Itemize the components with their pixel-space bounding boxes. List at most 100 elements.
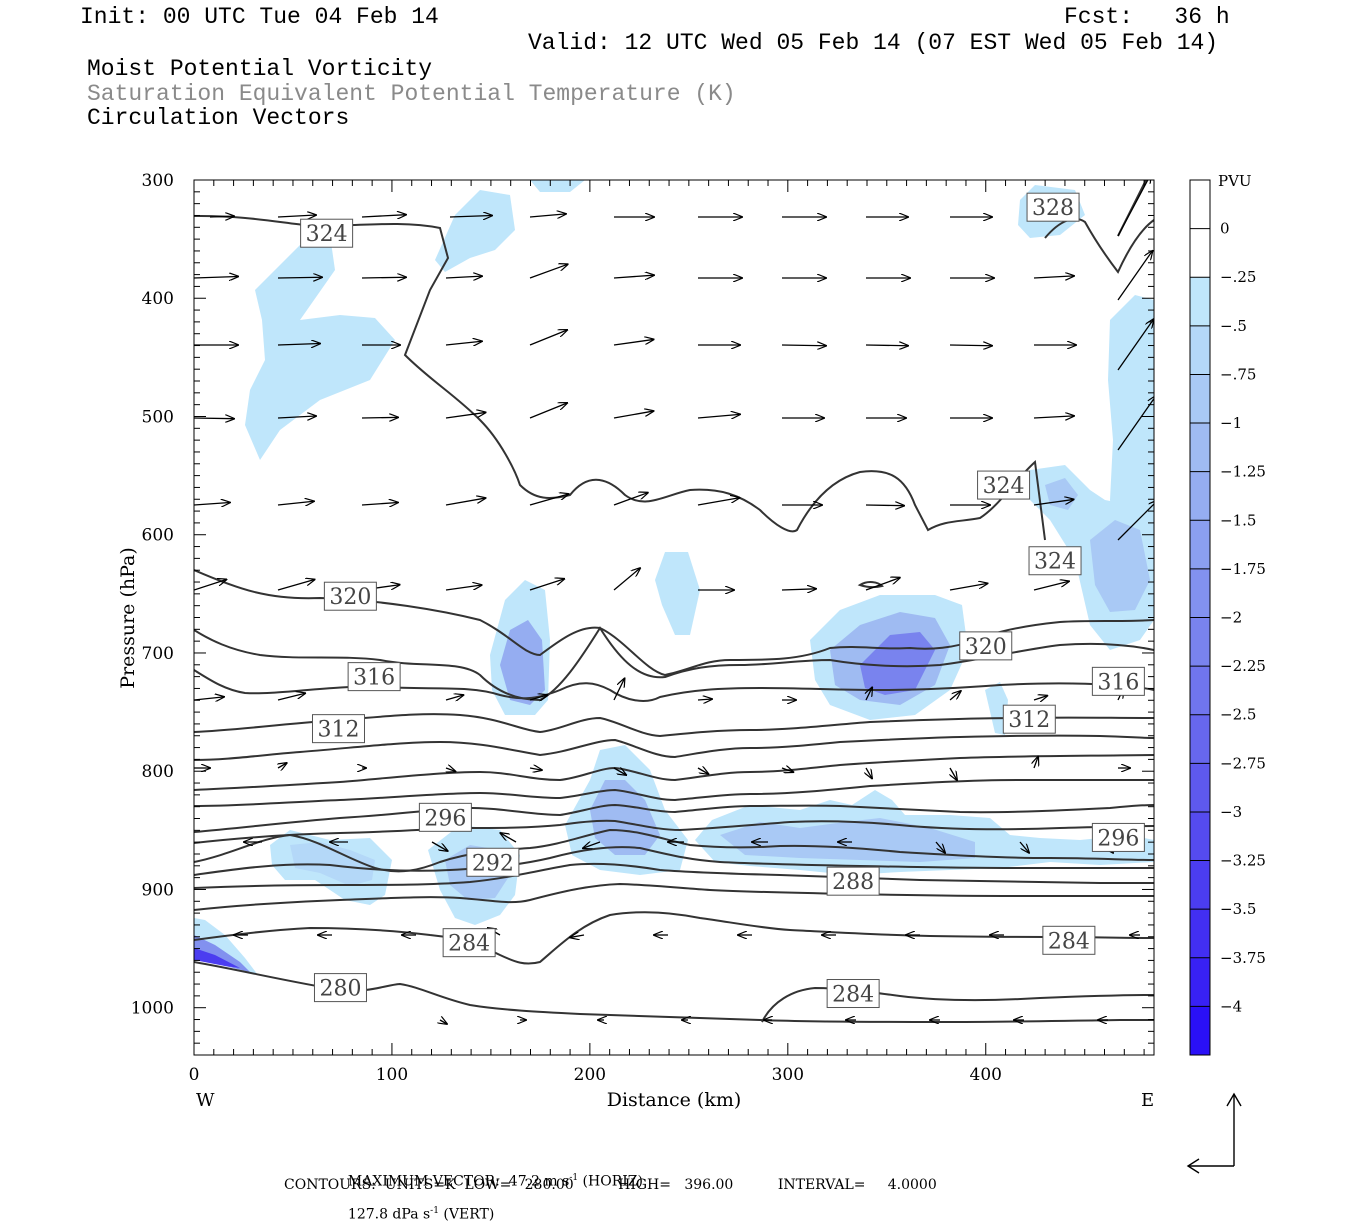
wind-vector bbox=[361, 215, 406, 217]
wind-vector bbox=[781, 768, 793, 772]
wind-vector bbox=[529, 264, 568, 279]
contour-line bbox=[194, 846, 1154, 876]
wind-vector bbox=[529, 768, 542, 770]
wind-vector bbox=[277, 215, 316, 217]
colorbar-cell bbox=[1190, 520, 1210, 569]
colorbar-cell bbox=[1190, 471, 1210, 521]
y-axis-label: Pressure (hPa) bbox=[117, 547, 139, 689]
wind-vector bbox=[1117, 319, 1154, 371]
x-tick-label: 400 bbox=[970, 1065, 1002, 1085]
pv-region bbox=[590, 780, 660, 855]
wind-vector bbox=[529, 403, 567, 419]
pv-region bbox=[655, 552, 700, 635]
wind-vector bbox=[1033, 696, 1047, 700]
colorbar-cell bbox=[1190, 909, 1210, 958]
east-label: E bbox=[1141, 1090, 1154, 1111]
wind-vector bbox=[865, 345, 908, 346]
contour-label: 328 bbox=[1032, 196, 1074, 221]
wind-vector bbox=[865, 505, 904, 506]
pv-region bbox=[500, 620, 545, 705]
contour-label: 296 bbox=[424, 806, 466, 831]
pv-region bbox=[720, 818, 975, 862]
contour-line bbox=[194, 626, 1154, 702]
wind-vector bbox=[277, 344, 320, 345]
contour-label: 324 bbox=[983, 474, 1025, 499]
wind-vector bbox=[445, 695, 463, 700]
wind-vector bbox=[277, 501, 314, 505]
x-tick-label: 300 bbox=[772, 1065, 804, 1085]
colorbar-level-label: −1.75 bbox=[1220, 560, 1266, 578]
wind-vector bbox=[613, 275, 654, 278]
wind-vector bbox=[361, 417, 398, 418]
contour-label: 320 bbox=[329, 585, 371, 610]
wind-vector bbox=[529, 695, 547, 700]
field-title-thetaes: Saturation Equivalent Potential Temperat… bbox=[87, 81, 736, 107]
contour-label-box bbox=[1091, 822, 1145, 852]
wind-vector bbox=[194, 697, 224, 700]
wind-vector bbox=[361, 277, 406, 278]
contour-line bbox=[857, 581, 884, 589]
field-title-vectors: Circulation Vectors bbox=[87, 105, 350, 131]
pv-region bbox=[290, 842, 375, 886]
wind-vector bbox=[1033, 499, 1074, 506]
wind-vector bbox=[949, 691, 961, 701]
pv-region bbox=[985, 682, 1008, 735]
contour-label: 316 bbox=[353, 666, 395, 691]
wind-vector bbox=[445, 585, 482, 591]
wind-vector bbox=[1117, 251, 1152, 301]
colorbar-level-label: −3.25 bbox=[1220, 852, 1266, 870]
contour-label: 312 bbox=[1008, 708, 1050, 733]
wind-vector bbox=[277, 277, 322, 278]
contour-label-box bbox=[826, 979, 880, 1009]
contour-label: 324 bbox=[306, 222, 348, 247]
colorbar-cell bbox=[1190, 666, 1210, 715]
wind-vector bbox=[697, 414, 740, 418]
colorbar-cell bbox=[1190, 714, 1210, 764]
contour-line bbox=[194, 882, 1154, 911]
x-tick-label: 200 bbox=[574, 1065, 606, 1085]
contour-label: 312 bbox=[317, 718, 359, 743]
wind-vector bbox=[697, 498, 739, 506]
wind-vector bbox=[570, 935, 585, 937]
reference-vector-key bbox=[1186, 1092, 1242, 1174]
wind-vector bbox=[950, 767, 957, 780]
contour-label: 316 bbox=[1097, 670, 1139, 695]
contour-label-box bbox=[418, 802, 472, 832]
y-tick-label: 1000 bbox=[131, 999, 174, 1019]
colorbar-level-label: −.75 bbox=[1220, 365, 1256, 383]
wind-vector bbox=[194, 418, 234, 419]
wind-vector bbox=[949, 345, 992, 346]
wind-vector bbox=[194, 579, 226, 591]
wind-vector bbox=[613, 339, 654, 346]
colorbar-level-label: −3.75 bbox=[1220, 949, 1266, 967]
colorbar-level-label: −3 bbox=[1220, 803, 1242, 821]
colorbar-cell bbox=[1190, 1006, 1210, 1055]
wind-vector bbox=[529, 214, 566, 217]
wind-vector bbox=[935, 841, 945, 853]
colorbar-cell bbox=[1190, 860, 1210, 910]
init-time: Init: 00 UTC Tue 04 Feb 14 bbox=[80, 4, 439, 30]
wind-vector bbox=[529, 579, 564, 591]
colorbar-cell bbox=[1190, 228, 1210, 278]
wind-vector bbox=[697, 699, 712, 700]
wind-vector bbox=[209, 216, 234, 217]
contour-line bbox=[194, 734, 1154, 761]
wind-vector bbox=[1033, 581, 1069, 591]
contour-label: 296 bbox=[1097, 826, 1139, 851]
wind-vector bbox=[1117, 500, 1154, 541]
wind-vector bbox=[866, 767, 872, 778]
pv-region bbox=[435, 190, 515, 272]
colorbar-level-label: −2.5 bbox=[1220, 706, 1256, 724]
wind-vector bbox=[949, 583, 987, 591]
contour-label-box bbox=[311, 714, 365, 744]
colorbar-level-label: −4 bbox=[1220, 997, 1242, 1015]
valid-time: Valid: 12 UTC Wed 05 Feb 14 (07 EST Wed … bbox=[528, 30, 1219, 56]
pv-region bbox=[194, 948, 240, 968]
wind-vector bbox=[500, 833, 517, 843]
colorbar-level-label: −1.5 bbox=[1220, 511, 1256, 529]
colorbar-cell bbox=[1190, 423, 1210, 472]
wind-vector bbox=[583, 842, 601, 848]
colorbar-cell bbox=[1190, 277, 1210, 326]
